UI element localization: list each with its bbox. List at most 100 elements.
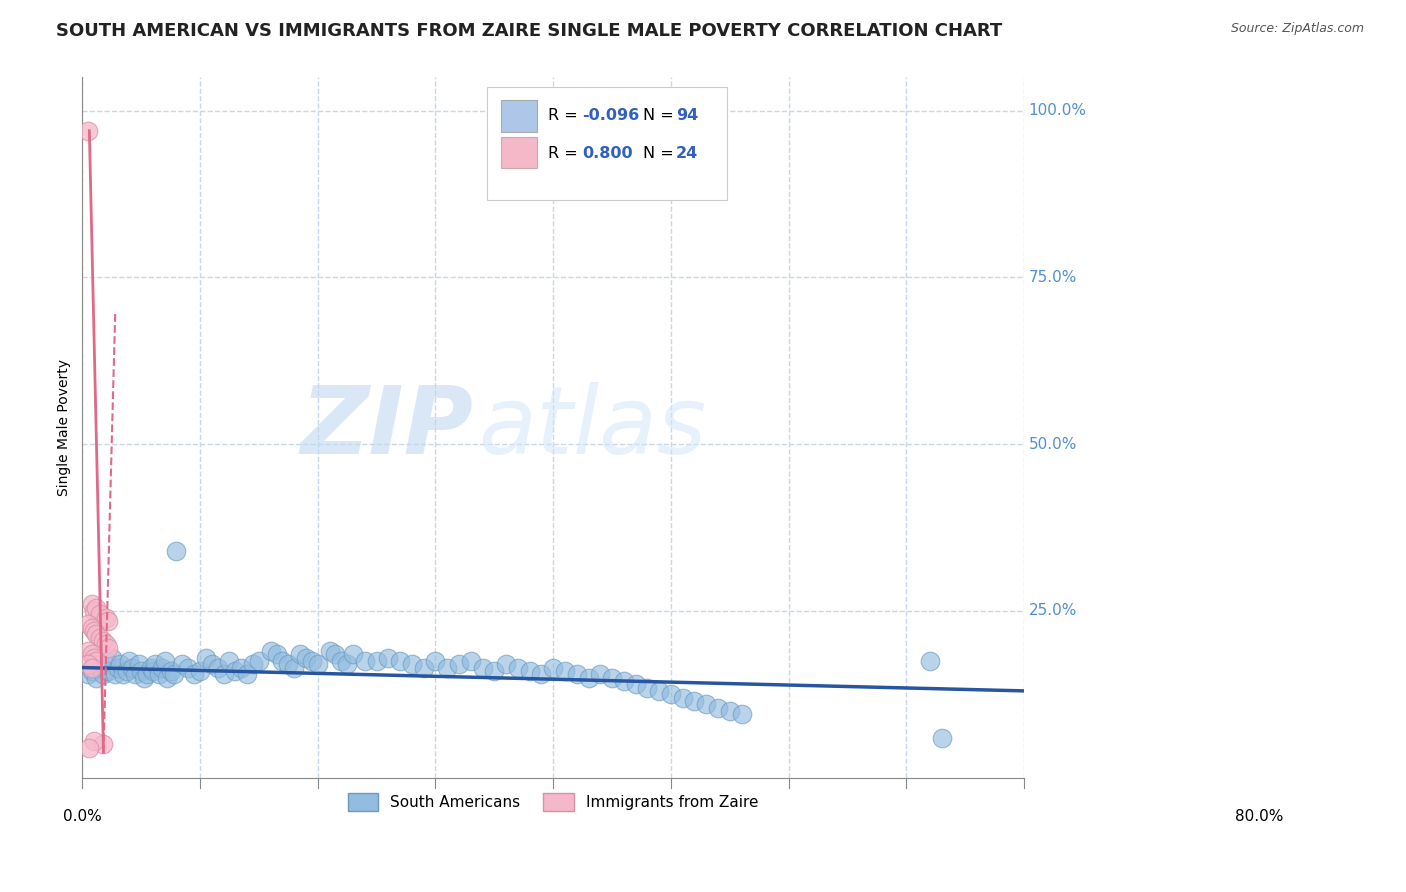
Point [242, 657, 264, 672]
Point [104, 667, 127, 681]
Point [366, 654, 388, 668]
Point [77, 644, 100, 658]
Point [132, 671, 155, 685]
Text: 50.0%: 50.0% [1029, 437, 1077, 451]
Point [94, 654, 117, 668]
Point [150, 660, 173, 674]
Point [93, 737, 115, 751]
Point [156, 671, 179, 685]
Point [412, 660, 434, 674]
Point [86, 654, 108, 668]
Point [83, 604, 105, 618]
Point [77, 657, 100, 672]
Point [80, 597, 103, 611]
Point [86, 627, 108, 641]
Point [224, 664, 246, 678]
Point [86, 600, 108, 615]
Point [931, 731, 953, 745]
Point [94, 610, 117, 624]
Point [495, 657, 517, 672]
Text: -0.096: -0.096 [582, 109, 640, 123]
Point [307, 657, 329, 672]
Point [277, 657, 299, 672]
Point [425, 654, 447, 668]
Point [94, 637, 117, 651]
Point [565, 667, 588, 681]
Point [159, 664, 181, 678]
Point [124, 667, 146, 681]
Point [142, 664, 165, 678]
Text: SOUTH AMERICAN VS IMMIGRANTS FROM ZAIRE SINGLE MALE POVERTY CORRELATION CHART: SOUTH AMERICAN VS IMMIGRANTS FROM ZAIRE … [56, 22, 1002, 40]
Point [325, 647, 347, 661]
Point [115, 664, 138, 678]
Point [77, 617, 100, 632]
Point [97, 664, 120, 678]
Point [153, 654, 176, 668]
Text: 0.800: 0.800 [582, 145, 633, 161]
Point [93, 667, 115, 681]
Text: 0.0%: 0.0% [63, 809, 101, 824]
Point [194, 650, 217, 665]
Point [672, 690, 695, 705]
Legend: South Americans, Immigrants from Zaire: South Americans, Immigrants from Zaire [340, 785, 766, 819]
Point [330, 654, 353, 668]
Point [389, 654, 412, 668]
Point [648, 684, 671, 698]
Text: Source: ZipAtlas.com: Source: ZipAtlas.com [1230, 22, 1364, 36]
Point [212, 667, 235, 681]
Point [118, 654, 141, 668]
Point [295, 650, 318, 665]
FancyBboxPatch shape [488, 87, 727, 200]
Point [554, 664, 576, 678]
Point [129, 664, 152, 678]
Point [259, 644, 281, 658]
Point [707, 700, 730, 714]
Point [247, 654, 270, 668]
Point [183, 667, 205, 681]
Text: 100.0%: 100.0% [1029, 103, 1087, 119]
Point [447, 657, 470, 672]
Point [89, 660, 111, 674]
Point [128, 657, 150, 672]
Point [342, 647, 364, 661]
Point [683, 694, 706, 708]
Point [589, 667, 612, 681]
Text: 25.0%: 25.0% [1029, 603, 1077, 618]
Point [83, 657, 105, 672]
Point [530, 667, 553, 681]
Point [283, 660, 305, 674]
Point [613, 673, 636, 688]
Point [80, 664, 103, 678]
Text: 94: 94 [676, 109, 697, 123]
Text: N =: N = [643, 109, 679, 123]
FancyBboxPatch shape [502, 136, 537, 169]
Point [80, 621, 103, 635]
Point [143, 657, 166, 672]
Point [624, 677, 647, 691]
Y-axis label: Single Male Poverty: Single Male Poverty [58, 359, 72, 496]
Point [80, 660, 103, 674]
Point [121, 660, 143, 674]
Point [79, 740, 101, 755]
Point [236, 667, 259, 681]
Point [271, 654, 294, 668]
Point [718, 704, 741, 718]
Point [89, 631, 111, 645]
Point [83, 734, 105, 748]
Point [353, 654, 375, 668]
Point [201, 657, 224, 672]
Point [301, 654, 323, 668]
Point [177, 660, 200, 674]
Text: atlas: atlas [478, 382, 706, 473]
Point [83, 650, 105, 665]
Point [93, 633, 115, 648]
Point [266, 647, 288, 661]
Point [436, 660, 458, 674]
Point [318, 644, 340, 658]
Point [97, 640, 120, 655]
Point [108, 657, 131, 672]
Point [188, 664, 211, 678]
Text: R =: R = [548, 109, 583, 123]
Point [80, 647, 103, 661]
Point [218, 654, 240, 668]
